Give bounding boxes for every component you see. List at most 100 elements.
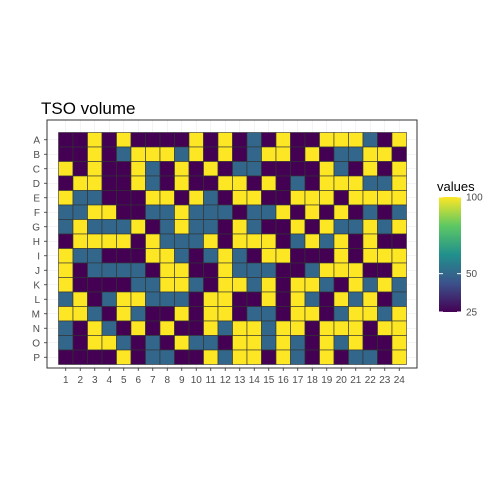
- legend-tick-label: 25: [466, 308, 478, 319]
- heatmap-cell: [348, 161, 364, 177]
- heatmap-cell: [145, 335, 161, 351]
- x-tick-label: 4: [106, 375, 112, 386]
- heatmap-cell: [174, 262, 190, 278]
- y-tick-label: P: [33, 353, 40, 364]
- heatmap-cell: [203, 161, 219, 177]
- heatmap-cell: [188, 320, 204, 336]
- heatmap-cell: [362, 291, 378, 307]
- heatmap-cell: [319, 146, 335, 162]
- heatmap-cell: [377, 219, 393, 235]
- y-tick-label: D: [33, 179, 40, 190]
- heatmap-cell: [333, 320, 349, 336]
- heatmap-cell: [362, 349, 378, 365]
- heatmap-cell: [232, 277, 248, 293]
- heatmap-cell: [217, 146, 233, 162]
- heatmap-cell: [391, 175, 407, 191]
- heatmap-cell: [130, 175, 146, 191]
- heatmap-cell: [333, 132, 349, 148]
- heatmap-cell: [290, 291, 306, 307]
- heatmap-cell: [362, 161, 378, 177]
- heatmap-cell: [304, 219, 320, 235]
- heatmap-cell: [362, 306, 378, 322]
- heatmap-cell: [319, 161, 335, 177]
- heatmap-cell: [145, 146, 161, 162]
- heatmap-cell: [348, 146, 364, 162]
- heatmap-cell: [377, 161, 393, 177]
- heatmap-cell: [377, 262, 393, 278]
- heatmap-cell: [232, 335, 248, 351]
- heatmap-cell: [246, 146, 262, 162]
- x-axis: 1 2 3 4 5 6 7 8 9 10 11 12 13 14 15 16 17 18 19 20 21 22 23 24: [63, 368, 405, 386]
- y-tick-label: A: [33, 135, 40, 146]
- heatmap-cell: [333, 219, 349, 235]
- y-tick-label: E: [33, 193, 40, 204]
- heatmap-cell: [391, 306, 407, 322]
- heatmap-cell: [377, 277, 393, 293]
- heatmap-cell: [261, 161, 277, 177]
- heatmap-cell: [275, 349, 291, 365]
- heatmap-cell: [261, 190, 277, 206]
- heatmap-cell: [188, 248, 204, 264]
- heatmap-cell: [217, 132, 233, 148]
- heatmap-cell: [58, 175, 74, 191]
- heatmap-cell: [58, 262, 74, 278]
- heatmap-cell: [319, 233, 335, 249]
- heatmap-cell: [116, 132, 132, 148]
- heatmap-cell: [275, 175, 291, 191]
- heatmap-cell: [304, 320, 320, 336]
- heatmap-cell: [116, 190, 132, 206]
- heatmap-cell: [87, 291, 103, 307]
- heatmap-cell: [391, 277, 407, 293]
- heatmap-cell: [232, 262, 248, 278]
- heatmap-cell: [304, 175, 320, 191]
- heatmap-cell: [101, 161, 117, 177]
- x-tick-label: 10: [191, 375, 203, 386]
- heatmap-cell: [116, 262, 132, 278]
- x-tick-label: 15: [263, 375, 275, 386]
- heatmap-cell: [174, 204, 190, 220]
- heatmap-cell: [101, 233, 117, 249]
- heatmap-cell: [246, 175, 262, 191]
- heatmap-cell: [159, 277, 175, 293]
- heatmap-cell: [101, 320, 117, 336]
- heatmap-cell: [101, 306, 117, 322]
- heatmap-cell: [362, 204, 378, 220]
- heatmap-cell: [145, 219, 161, 235]
- heatmap-cell: [246, 204, 262, 220]
- heatmap-cell: [304, 190, 320, 206]
- heatmap-cell: [290, 262, 306, 278]
- heatmap-cell: [304, 306, 320, 322]
- heatmap-cell: [304, 349, 320, 365]
- heatmap-cell: [174, 320, 190, 336]
- heatmap-cell: [333, 349, 349, 365]
- heatmap-cell: [348, 190, 364, 206]
- heatmap-cell: [304, 262, 320, 278]
- heatmap-cell: [391, 161, 407, 177]
- x-tick-label: 22: [365, 375, 377, 386]
- heatmap-cell: [391, 132, 407, 148]
- heatmap-cell: [261, 335, 277, 351]
- heatmap-cell: [333, 175, 349, 191]
- heatmap-cell: [391, 233, 407, 249]
- heatmap-cell: [362, 219, 378, 235]
- heatmap-cell: [232, 175, 248, 191]
- heatmap-cell: [87, 161, 103, 177]
- heatmap-cell: [87, 248, 103, 264]
- heatmap-cell: [362, 175, 378, 191]
- heatmap-cell: [333, 233, 349, 249]
- x-tick-label: 5: [121, 375, 127, 386]
- heatmap-cell: [377, 132, 393, 148]
- heatmap-cell: [290, 248, 306, 264]
- heatmap-cell: [145, 132, 161, 148]
- heatmap-cell: [72, 291, 88, 307]
- heatmap-cell: [333, 204, 349, 220]
- y-tick-label: G: [32, 222, 40, 233]
- heatmap-cell: [174, 233, 190, 249]
- y-tick-label: L: [34, 295, 40, 306]
- heatmap-cell: [188, 161, 204, 177]
- heatmap-cell: [174, 306, 190, 322]
- heatmap-cell: [261, 219, 277, 235]
- heatmap-cell: [130, 219, 146, 235]
- heatmap-cell: [159, 161, 175, 177]
- heatmap-cell: [217, 291, 233, 307]
